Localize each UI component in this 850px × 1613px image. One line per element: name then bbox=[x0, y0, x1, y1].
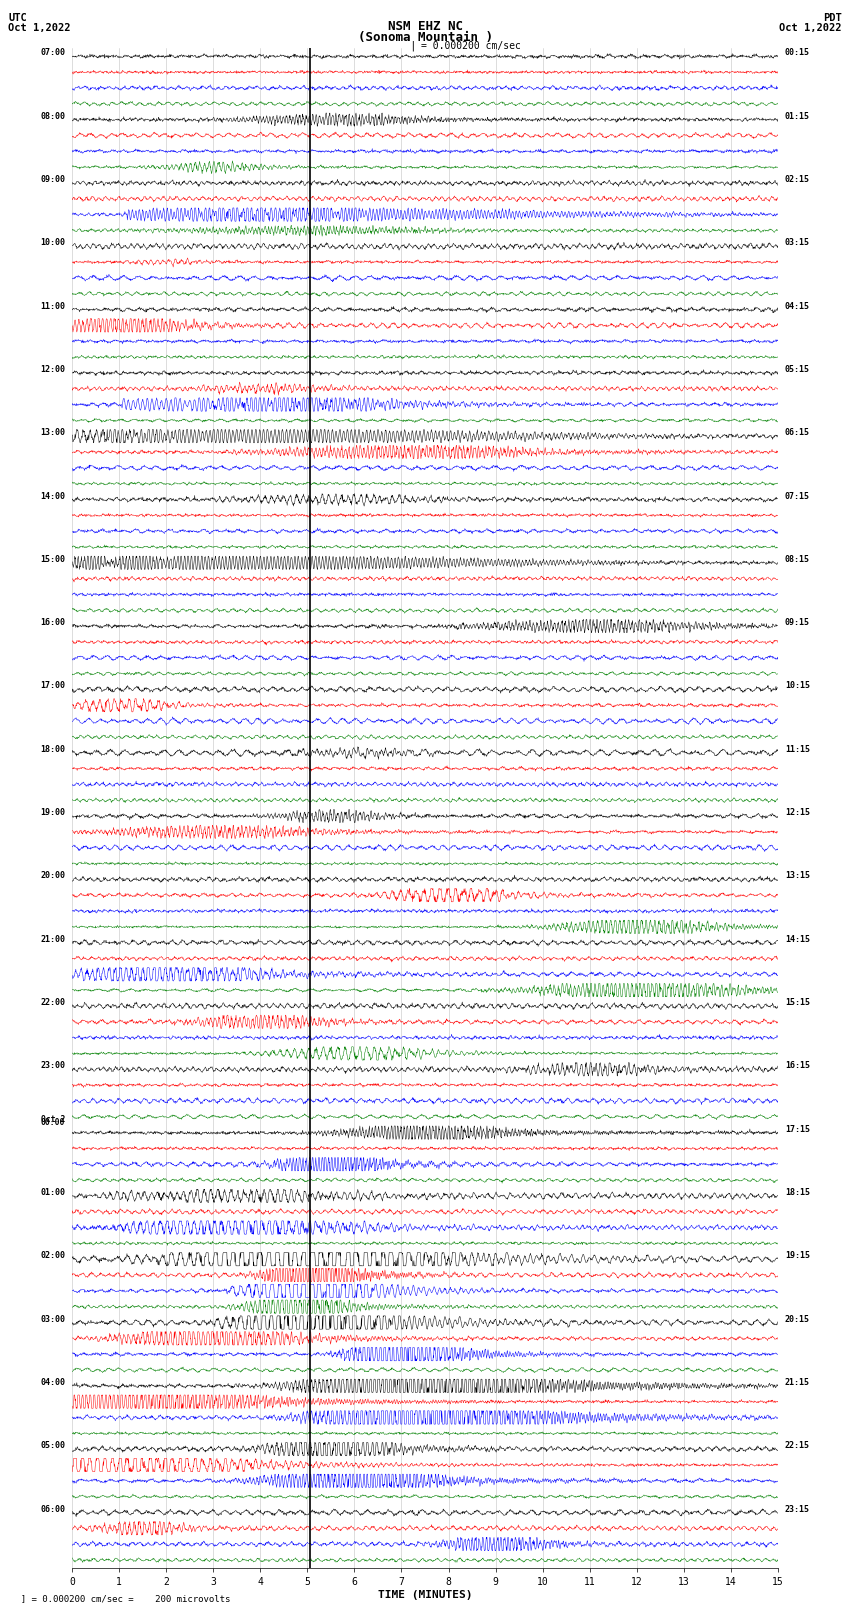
Text: 23:00: 23:00 bbox=[40, 1061, 65, 1071]
Text: ] = 0.000200 cm/sec =    200 microvolts: ] = 0.000200 cm/sec = 200 microvolts bbox=[10, 1594, 230, 1603]
Text: 13:00: 13:00 bbox=[40, 429, 65, 437]
Text: 19:15: 19:15 bbox=[785, 1252, 810, 1260]
Text: 06:15: 06:15 bbox=[785, 429, 810, 437]
Text: 14:00: 14:00 bbox=[40, 492, 65, 500]
Text: 09:15: 09:15 bbox=[785, 618, 810, 627]
X-axis label: TIME (MINUTES): TIME (MINUTES) bbox=[377, 1590, 473, 1600]
Text: 12:15: 12:15 bbox=[785, 808, 810, 818]
Text: 16:15: 16:15 bbox=[785, 1061, 810, 1071]
Text: 04:00: 04:00 bbox=[40, 1378, 65, 1387]
Text: 00:15: 00:15 bbox=[785, 48, 810, 58]
Text: Oct 2: Oct 2 bbox=[41, 1115, 65, 1124]
Text: 19:00: 19:00 bbox=[40, 808, 65, 818]
Text: 17:15: 17:15 bbox=[785, 1124, 810, 1134]
Text: Oct 1,2022: Oct 1,2022 bbox=[8, 23, 71, 32]
Text: 15:15: 15:15 bbox=[785, 998, 810, 1007]
Text: (Sonoma Mountain ): (Sonoma Mountain ) bbox=[358, 31, 492, 44]
Text: 21:15: 21:15 bbox=[785, 1378, 810, 1387]
Text: 22:15: 22:15 bbox=[785, 1442, 810, 1450]
Text: 00:00: 00:00 bbox=[41, 1118, 65, 1127]
Text: 18:00: 18:00 bbox=[40, 745, 65, 753]
Text: 03:00: 03:00 bbox=[40, 1315, 65, 1324]
Text: 05:00: 05:00 bbox=[40, 1442, 65, 1450]
Text: PDT: PDT bbox=[823, 13, 842, 23]
Text: 02:15: 02:15 bbox=[785, 176, 810, 184]
Text: NSM EHZ NC: NSM EHZ NC bbox=[388, 19, 462, 34]
Text: 10:15: 10:15 bbox=[785, 682, 810, 690]
Text: 22:00: 22:00 bbox=[40, 998, 65, 1007]
Text: 11:00: 11:00 bbox=[40, 302, 65, 311]
Text: 08:15: 08:15 bbox=[785, 555, 810, 565]
Text: 08:00: 08:00 bbox=[40, 111, 65, 121]
Text: 15:00: 15:00 bbox=[40, 555, 65, 565]
Text: 12:00: 12:00 bbox=[40, 365, 65, 374]
Text: 02:00: 02:00 bbox=[40, 1252, 65, 1260]
Text: 10:00: 10:00 bbox=[40, 239, 65, 247]
Text: 16:00: 16:00 bbox=[40, 618, 65, 627]
Text: 20:15: 20:15 bbox=[785, 1315, 810, 1324]
Text: UTC: UTC bbox=[8, 13, 27, 23]
Text: 11:15: 11:15 bbox=[785, 745, 810, 753]
Text: 09:00: 09:00 bbox=[40, 176, 65, 184]
Text: 17:00: 17:00 bbox=[40, 682, 65, 690]
Text: = 0.000200 cm/sec: = 0.000200 cm/sec bbox=[421, 40, 520, 50]
Text: 01:15: 01:15 bbox=[785, 111, 810, 121]
Text: 07:15: 07:15 bbox=[785, 492, 810, 500]
Text: 04:15: 04:15 bbox=[785, 302, 810, 311]
Text: 05:15: 05:15 bbox=[785, 365, 810, 374]
Text: Oct 1,2022: Oct 1,2022 bbox=[779, 23, 842, 32]
Text: 06:00: 06:00 bbox=[40, 1505, 65, 1513]
Text: 13:15: 13:15 bbox=[785, 871, 810, 881]
Text: 18:15: 18:15 bbox=[785, 1187, 810, 1197]
Text: 23:15: 23:15 bbox=[785, 1505, 810, 1513]
Text: 20:00: 20:00 bbox=[40, 871, 65, 881]
Text: 03:15: 03:15 bbox=[785, 239, 810, 247]
Text: |: | bbox=[409, 40, 416, 52]
Text: 07:00: 07:00 bbox=[40, 48, 65, 58]
Text: 21:00: 21:00 bbox=[40, 936, 65, 944]
Text: 14:15: 14:15 bbox=[785, 936, 810, 944]
Text: 01:00: 01:00 bbox=[40, 1187, 65, 1197]
